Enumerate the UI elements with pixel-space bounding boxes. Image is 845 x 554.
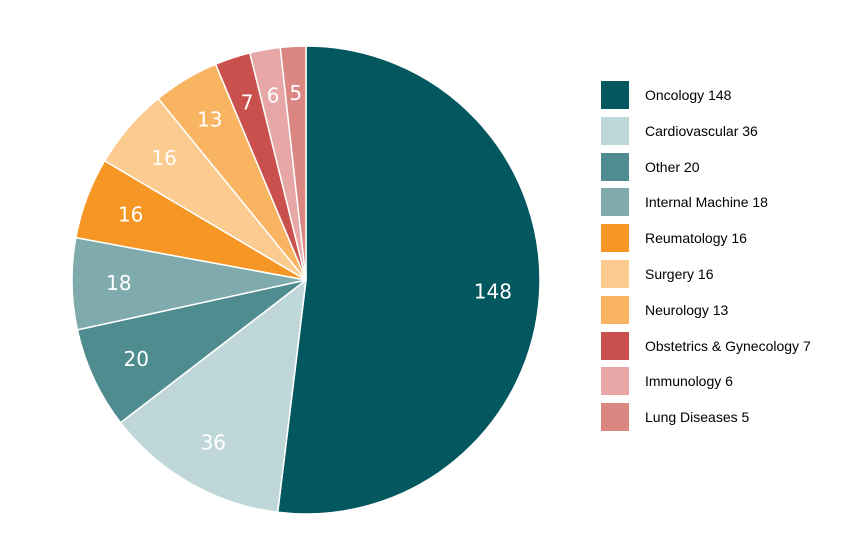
legend-item-other: Other 20 xyxy=(601,152,841,181)
pie-slice-label-reumatology: 16 xyxy=(118,202,143,226)
legend-swatch-surgery xyxy=(601,259,629,288)
legend-item-oncology: Oncology 148 xyxy=(601,81,841,109)
pie-slice-label-internal-machine: 18 xyxy=(106,271,131,295)
legend-swatch-reumatology xyxy=(601,224,629,253)
pie-slice-label-surgery: 16 xyxy=(151,146,176,170)
pie-slice-label-cardiovascular: 36 xyxy=(201,431,226,455)
pie-slice-label-immunology: 6 xyxy=(267,84,280,108)
legend-item-internal-machine: Internal Machine 18 xyxy=(601,188,841,217)
pie-slice-label-other: 20 xyxy=(124,347,149,371)
pie-slice-cardiovascular xyxy=(119,279,307,514)
legend-label-obstetrics-gynecology: Obstetrics & Gynecology 7 xyxy=(645,337,811,354)
legend-label-oncology: Oncology 148 xyxy=(645,87,732,103)
legend-item-obstetrics-gynecology: Obstetrics & Gynecology 7 xyxy=(601,331,841,360)
legend-label-cardiovascular: Cardiovascular 36 xyxy=(645,122,758,139)
pie-slice-label-neurology: 13 xyxy=(197,107,222,131)
pie-slice-label-oncology: 148 xyxy=(474,279,512,303)
pie-slice-other xyxy=(76,279,307,424)
pie-slice-labels: 148 36 20 18 16 16 13 7 6 5 xyxy=(106,81,512,455)
legend-swatch-oncology xyxy=(601,81,629,109)
legend-item-neurology: Neurology 13 xyxy=(601,295,841,324)
legend-label-internal-machine: Internal Machine 18 xyxy=(645,194,768,211)
legend-swatch-lung-diseases xyxy=(601,403,629,432)
legend-item-cardiovascular: Cardiovascular 36 xyxy=(601,116,841,145)
legend-swatch-immunology xyxy=(601,367,629,396)
legend-label-immunology: Immunology 6 xyxy=(645,373,733,390)
legend-item-surgery: Surgery 16 xyxy=(601,259,841,288)
chart-legend: Oncology 148 Cardiovascular 36 Other 20 … xyxy=(601,81,841,439)
legend-swatch-obstetrics-gynecology xyxy=(601,331,629,360)
legend-label-reumatology: Reumatology 16 xyxy=(645,230,747,247)
pie-slice-lung-diseases xyxy=(279,45,307,281)
legend-label-other: Other 20 xyxy=(645,158,700,175)
pie-slice-label-obstetrics-gynecology: 7 xyxy=(241,90,254,114)
legend-label-surgery: Surgery 16 xyxy=(645,265,714,282)
legend-label-neurology: Neurology 13 xyxy=(645,301,729,318)
pie-slice-oncology xyxy=(276,45,541,515)
legend-swatch-cardiovascular xyxy=(601,116,629,145)
legend-item-immunology: Immunology 6 xyxy=(601,367,841,396)
legend-item-reumatology: Reumatology 16 xyxy=(601,224,841,253)
pie-slice-label-lung-diseases: 5 xyxy=(289,81,302,105)
legend-swatch-neurology xyxy=(601,295,629,324)
legend-item-lung-diseases: Lung Diseases 5 xyxy=(601,403,841,432)
legend-swatch-internal-machine xyxy=(601,188,629,217)
legend-swatch-other xyxy=(601,152,629,181)
legend-label-lung-diseases: Lung Diseases 5 xyxy=(645,409,750,426)
pie-slices xyxy=(71,45,541,515)
